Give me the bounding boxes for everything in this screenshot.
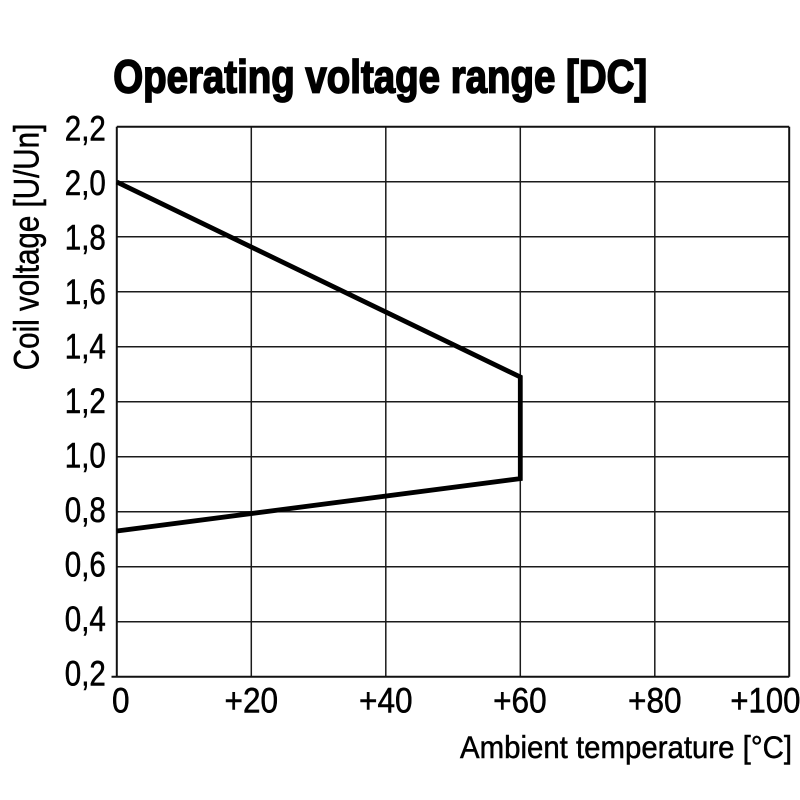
svg-text:0,6: 0,6 [65, 545, 106, 584]
svg-text:1,2: 1,2 [65, 382, 106, 421]
svg-text:2,0: 2,0 [65, 164, 106, 203]
svg-text:0: 0 [112, 681, 130, 720]
svg-text:+20: +20 [225, 681, 279, 720]
svg-text:0,8: 0,8 [65, 491, 106, 530]
svg-text:+100: +100 [730, 681, 800, 720]
svg-text:Coil voltage [U/Un]: Coil voltage [U/Un] [7, 124, 47, 371]
svg-text:Operating voltage range [DC]: Operating voltage range [DC] [113, 50, 647, 102]
svg-text:0,4: 0,4 [65, 600, 106, 639]
svg-text:Ambient temperature [°C]: Ambient temperature [°C] [460, 729, 792, 765]
svg-text:0,2: 0,2 [65, 654, 106, 693]
svg-text:1,4: 1,4 [65, 327, 106, 366]
svg-text:1,6: 1,6 [65, 273, 106, 312]
svg-text:2,2: 2,2 [65, 109, 106, 148]
svg-text:+60: +60 [493, 681, 547, 720]
svg-text:+40: +40 [359, 681, 413, 720]
svg-text:1,8: 1,8 [65, 218, 106, 257]
svg-text:1,0: 1,0 [65, 436, 106, 475]
svg-text:+80: +80 [628, 681, 682, 720]
